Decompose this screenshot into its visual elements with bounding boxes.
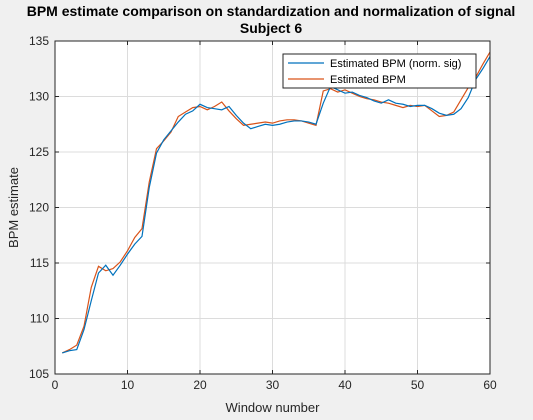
legend-label-estimated: Estimated BPM [330,74,406,86]
x-tick-label: 40 [338,378,352,392]
x-axis-label: Window number [226,400,321,415]
y-tick-label: 125 [29,145,49,159]
y-tick-label: 105 [29,367,49,381]
legend-box [282,53,477,89]
x-tick-label: 60 [483,378,497,392]
series-lines [61,51,491,354]
y-tick-label: 130 [29,90,49,104]
y-tick-label: 135 [29,34,49,48]
series-line-estimated [61,51,491,354]
y-tick-label: 115 [30,256,49,270]
y-axis-label: BPM estimate [6,167,21,248]
chart-title: BPM estimate comparison on standardizati… [27,3,516,19]
y-tick-label: 120 [29,201,49,215]
series-line-norm-sig [62,56,491,354]
x-tick-label: 0 [52,378,59,392]
x-tick-label: 50 [411,378,425,392]
y-tick-label: 110 [30,312,49,326]
x-tick-label: 10 [121,378,135,392]
ticks: 0 10 20 30 40 50 60 105 110 115 120 125 130 135 [29,34,497,392]
legend-label-norm-sig: Estimated BPM (norm. sig) [330,58,461,70]
chart-subtitle: Subject 6 [240,20,302,36]
legend: Estimated BPM (norm. sig) Estimated BPM [282,53,477,89]
x-tick-label: 20 [193,378,207,392]
x-tick-label: 30 [266,378,280,392]
